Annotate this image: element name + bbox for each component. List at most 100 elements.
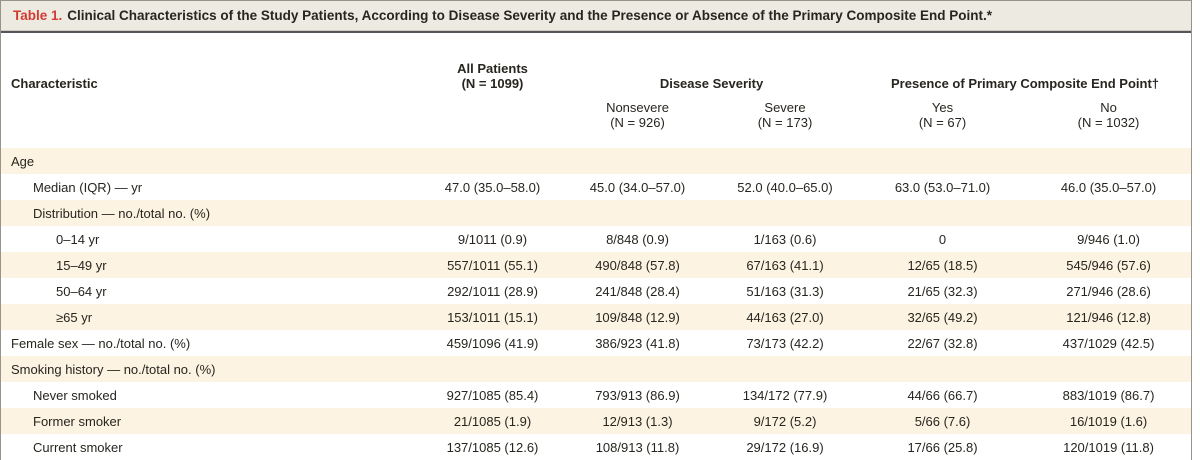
cell-value: 44/66 (66.7) [907,387,978,403]
col-header-characteristic: Characteristic [11,76,98,91]
cell-value: 927/1085 (85.4) [446,387,539,403]
row-label: Smoking history — no./total no. (%) [11,361,216,377]
row-label: ≥65 yr [56,309,93,325]
group-header-disease-severity: Disease Severity [659,76,764,91]
row-label: Female sex — no./total no. (%) [11,335,191,351]
cell-value: 47.0 (35.0–58.0) [444,179,541,195]
cell-value: 5/66 (7.6) [914,413,971,429]
header-row-groups: Characteristic All Patients (N = 1099) D… [1,33,1191,93]
cell-value: 51/163 (31.3) [746,283,824,299]
cell-value: 793/913 (86.9) [595,387,680,403]
row-label: 0–14 yr [56,231,100,247]
cell-value [564,200,711,226]
col-header-all-patients: All Patients (N = 1099) [457,61,528,91]
cell-value: 9/172 (5.2) [753,413,817,429]
table-row: Current smoker 137/1085 (12.6) 108/913 (11… [1,434,1191,460]
table-title-text: Clinical Characteristics of the Study Pa… [67,8,993,23]
cell-value [421,200,564,226]
table-number-label: Table 1. [13,8,63,23]
cell-value: 45.0 (34.0–57.0) [589,179,686,195]
col-header-nonsevere: Nonsevere (N = 926) [606,100,669,130]
cell-value [859,200,1026,226]
title-divider-rule [1,31,1191,33]
table-row: Smoking history — no./total no. (%) [1,356,1191,382]
row-label: Age [11,153,35,169]
col-header-severe: Severe (N = 173) [757,100,813,130]
cell-value [859,148,1026,174]
cell-value: 271/946 (28.6) [1066,283,1151,299]
cell-value: 67/163 (41.1) [746,257,824,273]
header-spacer [1,93,421,148]
col-header-yes: Yes (N = 67) [918,100,967,130]
cell-value: 12/65 (18.5) [907,257,978,273]
cell-value: 109/848 (12.9) [595,309,680,325]
table-row: Age [1,148,1191,174]
cell-value: 883/1019 (86.7) [1062,387,1155,403]
row-label: Distribution — no./total no. (%) [33,205,211,221]
table-header: Characteristic All Patients (N = 1099) D… [1,33,1191,148]
col-header-no: No (N = 1032) [1077,100,1140,130]
header-row-subgroups: Nonsevere (N = 926) Severe (N = 173) Yes… [1,93,1191,148]
cell-value [421,356,564,382]
row-label: Former smoker [33,413,122,429]
cell-value [564,356,711,382]
cell-value: 459/1096 (41.9) [446,335,539,351]
table-row: Distribution — no./total no. (%) [1,200,1191,226]
table-body: Age Median (IQR) — yr 47.0 (35.0–58.0) 45.0… [1,148,1191,460]
cell-value [1026,200,1191,226]
cell-value: 63.0 (53.0–71.0) [894,179,991,195]
cell-value: 490/848 (57.8) [595,257,680,273]
cell-value: 46.0 (35.0–57.0) [1060,179,1157,195]
table-row: Former smoker 21/1085 (1.9) 12/913 (1.3) 9/… [1,408,1191,434]
group-header-end-point: Presence of Primary Composite End Point† [891,76,1160,91]
table-row: 50–64 yr 292/1011 (28.9) 241/848 (28.4) 51/… [1,278,1191,304]
table-row: 0–14 yr 9/1011 (0.9) 8/848 (0.9) 1/163 (0.6… [1,226,1191,252]
cell-value: 121/946 (12.8) [1066,309,1151,325]
cell-value: 12/913 (1.3) [602,413,673,429]
cell-value [1026,356,1191,382]
cell-value: 22/67 (32.8) [907,335,978,351]
cell-value [421,148,564,174]
cell-value: 241/848 (28.4) [595,283,680,299]
row-label: Never smoked [33,387,117,403]
cell-value: 108/913 (11.8) [595,439,680,455]
cell-value: 0 [938,231,947,247]
header-spacer [421,93,564,148]
cell-value: 153/1011 (15.1) [447,309,538,325]
cell-value [711,148,859,174]
cell-value: 437/1029 (42.5) [1062,335,1155,351]
row-label: Median (IQR) — yr [33,179,143,195]
table-row: Female sex — no./total no. (%) 459/1096 (… [1,330,1191,356]
cell-value [564,148,711,174]
cell-value: 73/173 (42.2) [746,335,824,351]
cell-value: 21/1085 (1.9) [453,413,532,429]
cell-value: 545/946 (57.6) [1066,257,1151,273]
table-row: Never smoked 927/1085 (85.4) 793/913 (86.9… [1,382,1191,408]
table-title-bar: Table 1. Clinical Characteristics of the … [1,1,1191,31]
cell-value: 1/163 (0.6) [753,231,817,247]
table-row: Median (IQR) — yr 47.0 (35.0–58.0) 45.0 (3… [1,174,1191,200]
cell-value: 134/172 (77.9) [742,387,828,403]
cell-value: 292/1011 (28.9) [447,283,538,299]
cell-value: 52.0 (40.0–65.0) [737,179,833,195]
row-label: 50–64 yr [56,283,107,299]
table-row: ≥65 yr 153/1011 (15.1) 109/848 (12.9) 44/16… [1,304,1191,330]
clinical-characteristics-table: Characteristic All Patients (N = 1099) D… [1,33,1191,460]
row-label: 15–49 yr [56,257,107,273]
cell-value: 17/66 (25.8) [907,439,978,455]
cell-value: 29/172 (16.9) [746,439,824,455]
cell-value: 120/1019 (11.8) [1063,439,1154,455]
cell-value: 44/163 (27.0) [746,309,824,325]
cell-value [859,356,1026,382]
cell-value: 21/65 (32.3) [907,283,978,299]
row-label: Current smoker [33,439,123,455]
cell-value: 16/1019 (1.6) [1069,413,1148,429]
cell-value [711,356,859,382]
cell-value: 137/1085 (12.6) [446,439,539,455]
table-row: 15–49 yr 557/1011 (55.1) 490/848 (57.8) 67/… [1,252,1191,278]
cell-value [711,200,859,226]
cell-value: 386/923 (41.8) [595,335,680,351]
cell-value: 32/65 (49.2) [907,309,978,325]
cell-value: 8/848 (0.9) [606,231,669,247]
